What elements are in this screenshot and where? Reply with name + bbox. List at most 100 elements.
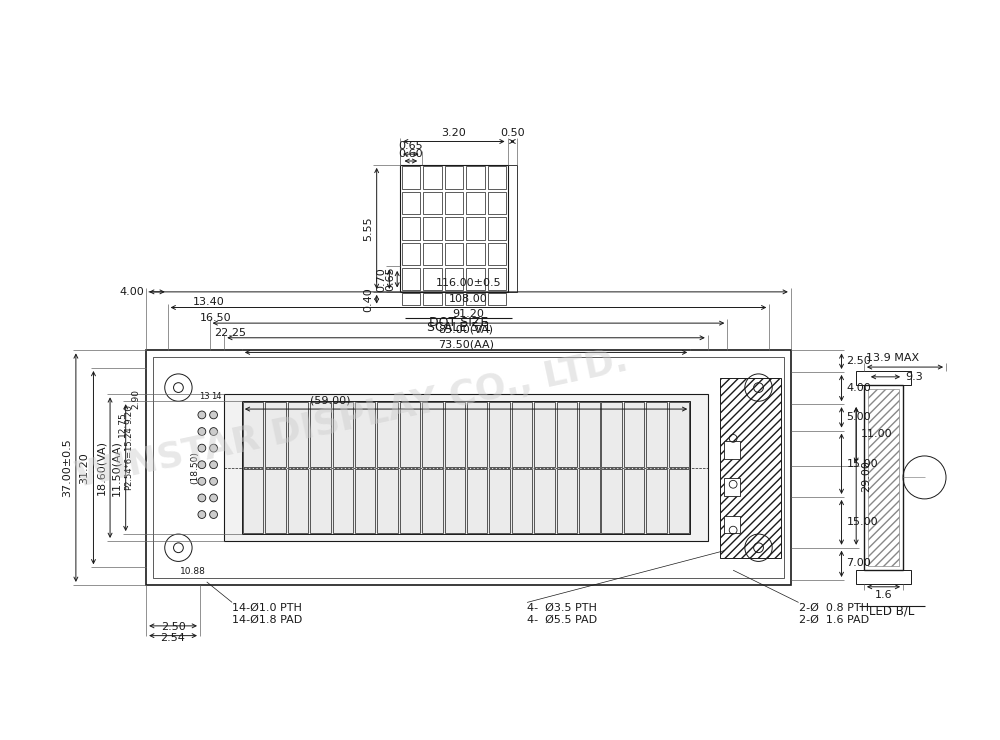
Bar [445,192,463,215]
Bar [466,217,485,240]
Text: 5.55: 5.55 [363,216,373,240]
Text: 4.00: 4.00 [119,287,144,297]
Bar [579,403,600,467]
Text: 85.00(VA): 85.00(VA) [439,325,494,334]
Bar [445,166,463,189]
Circle shape [198,494,206,502]
Circle shape [198,461,206,468]
Bar [243,403,263,467]
Bar [534,468,555,533]
Circle shape [198,477,206,485]
Text: 9.20: 9.20 [125,404,134,424]
Text: 0.70: 0.70 [376,267,386,292]
Circle shape [210,428,217,435]
Bar [445,243,463,265]
Text: 11.50(AA): 11.50(AA) [112,440,122,496]
Bar [423,217,442,240]
Bar [423,192,442,215]
Bar [856,371,911,385]
Circle shape [210,411,217,419]
Bar [579,468,600,533]
Bar [512,468,532,533]
Bar [467,468,487,533]
Bar [333,403,353,467]
Bar [400,403,420,467]
Bar [534,403,555,467]
Text: 1.6: 1.6 [875,590,892,599]
Text: 0.60: 0.60 [399,149,423,159]
Bar [720,378,781,557]
Bar [557,468,577,533]
Bar [488,192,506,215]
Text: 2.50: 2.50 [161,622,185,632]
Text: 0.40: 0.40 [363,287,373,312]
Bar [466,166,485,189]
Text: 2-Ø  1.6 PAD: 2-Ø 1.6 PAD [799,615,869,625]
Text: 4-  Ø3.5 PTH: 4- Ø3.5 PTH [527,602,597,613]
Bar [377,403,398,467]
Bar [288,468,308,533]
Bar [868,388,899,566]
Bar [445,217,463,240]
Text: SCALE 5/1: SCALE 5/1 [427,320,491,333]
Circle shape [210,477,217,485]
Text: 2-Ø  0.8 PTH: 2-Ø 0.8 PTH [799,602,869,613]
Text: 108.00: 108.00 [449,294,488,303]
Circle shape [210,461,217,468]
Text: 11.00: 11.00 [861,429,893,440]
Bar [243,468,263,533]
Bar [466,293,485,305]
Bar [488,268,506,290]
Bar [488,166,506,189]
Bar [242,401,690,534]
Bar [402,268,420,290]
Text: 31.20: 31.20 [80,452,90,483]
Bar [864,385,903,571]
Text: 29.00: 29.00 [861,460,871,492]
Bar [466,268,485,290]
Bar [146,351,791,585]
Text: 22.25: 22.25 [215,328,247,337]
Text: 3.20: 3.20 [441,127,466,138]
Bar [646,403,667,467]
Bar [601,403,622,467]
Circle shape [210,511,217,519]
Bar [355,468,375,533]
Bar [445,293,463,305]
Bar [724,441,740,459]
Text: 14: 14 [211,392,222,401]
Text: 5.00: 5.00 [846,412,871,422]
Text: 0.50: 0.50 [500,127,525,138]
Text: 14-Ø1.0 PTH: 14-Ø1.0 PTH [232,602,302,613]
Bar [153,357,784,578]
Bar [355,403,375,467]
Text: 4-  Ø5.5 PAD: 4- Ø5.5 PAD [527,615,597,625]
Bar [508,165,517,292]
Bar [512,403,532,467]
Bar [423,166,442,189]
Text: 15.00: 15.00 [846,517,878,528]
Bar [402,192,420,215]
Text: 10.88: 10.88 [180,567,206,576]
Text: 91.20: 91.20 [453,309,484,319]
Text: 7.00: 7.00 [846,559,871,568]
Text: 2.50: 2.50 [846,356,871,366]
Bar [467,403,487,467]
Bar [377,468,398,533]
Bar [402,293,420,305]
Text: P2.54*6=15.24: P2.54*6=15.24 [125,426,134,490]
Text: 15.00: 15.00 [846,459,878,468]
Text: 12.75: 12.75 [118,411,127,437]
Bar [601,468,622,533]
Circle shape [198,444,206,452]
Bar [445,468,465,533]
Bar [724,478,740,496]
Bar [856,571,911,584]
Bar [489,403,510,467]
Text: 116.00±0.5: 116.00±0.5 [436,278,501,288]
Bar [310,468,331,533]
Bar [422,403,443,467]
Text: 18.60(VA): 18.60(VA) [96,440,106,495]
Bar [423,293,442,305]
Bar [224,394,708,541]
